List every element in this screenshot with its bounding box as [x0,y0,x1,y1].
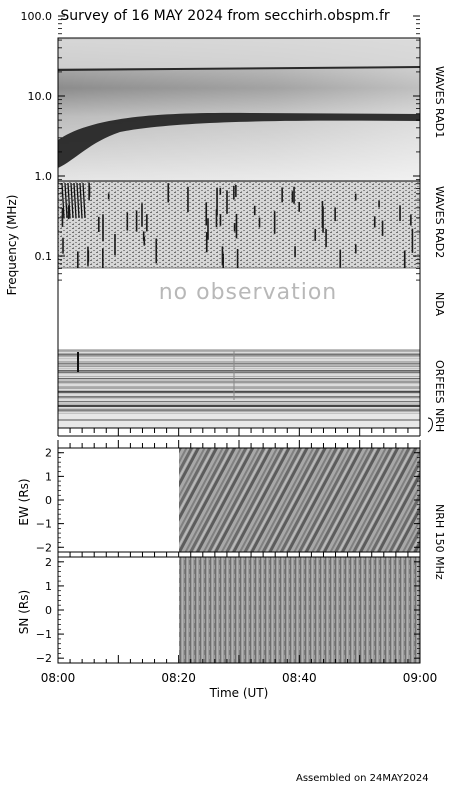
nrh-tick-label: −2 [36,652,52,665]
waves-rad2-label: WAVES RAD2 [433,186,446,258]
rad2-early-burst [76,182,80,219]
nda-label: NDA [433,292,446,317]
nrh-tick-label: −2 [36,541,52,554]
spectrum-tick-label: 1.0 [35,170,53,183]
spectrum-tick-label: 100.0 [21,10,53,23]
panel-labels: WAVES RAD1 WAVES RAD2 NDA ORFEES NRH [427,66,446,433]
dynamic-spectrum-panel: no observation [57,37,421,429]
waves-rad1-label: WAVES RAD1 [433,66,446,138]
rad2-early-burst [73,182,77,219]
spectrum-tick-label: 0.1 [35,250,53,263]
waves-rad1-top-band [58,40,420,68]
nrh-tick-label: 2 [45,556,52,569]
x-axis-label: Time (UT) [209,686,269,700]
orfees-lines [58,351,420,411]
nrh-frequency-label: NRH 150 MHz [433,504,446,580]
nrh-separator-strip [57,552,421,557]
rad2-early-burst [67,182,71,219]
rad2-early-burst [64,182,68,219]
nrh-tick-label: −1 [36,628,52,641]
waves-rad1-emission [58,112,420,168]
nrh-sn-ylabel: SN (Rs) [17,590,31,634]
time-tick-strip [57,428,421,448]
rad2-early-burst [61,182,65,219]
waves-rad1-dark-line [57,66,421,71]
x-tick-label: 08:00 [41,671,76,685]
waves-rad2-image [58,181,420,268]
no-observation-label: no observation [159,280,338,305]
footer-assembled: Assembled on 24MAY2024 [296,773,429,784]
nrh-ew-data [179,448,420,552]
nrh-sn-data [179,557,420,663]
nrh-strip [58,414,420,428]
nrh-bracket [427,417,433,433]
nrh-sn-panel [57,556,421,664]
nrh-tick-label: −1 [36,518,52,531]
nrh-ew-y-axis: 2 1 0 −1 −2 [36,447,420,554]
nrh-ew-ylabel: EW (Rs) [17,478,31,525]
nrh-tick-label: 1 [45,580,52,593]
page-title: Survey of 16 MAY 2024 from secchirh.obsp… [60,8,390,24]
rad2-early-burst [70,182,74,219]
nrh-tick-label: 2 [45,447,52,460]
nrh-ew-panel [57,447,421,553]
rad2-early-burst [79,182,83,219]
spectrum-tick-label: 10.0 [28,90,53,103]
nrh-label: NRH [433,408,446,432]
x-tick-label: 08:40 [282,671,317,685]
rad2-early-burst [82,182,86,219]
nda-image [58,268,420,350]
orfees-label: ORFEES [433,360,446,404]
x-tick-label: 08:20 [161,671,196,685]
nrh-tick-label: 0 [45,494,52,507]
time-x-axis: 08:00 08:20 08:40 09:00 [41,655,438,685]
nrh-sn-y-axis: 2 1 0 −1 −2 [36,556,420,665]
x-tick-label: 09:00 [403,671,438,685]
nrh-tick-label: 0 [45,604,52,617]
nrh-tick-label: 1 [45,470,52,483]
spectrum-ylabel: Frequency (MHz) [5,195,19,296]
waves-rad2-bursts [61,182,414,268]
